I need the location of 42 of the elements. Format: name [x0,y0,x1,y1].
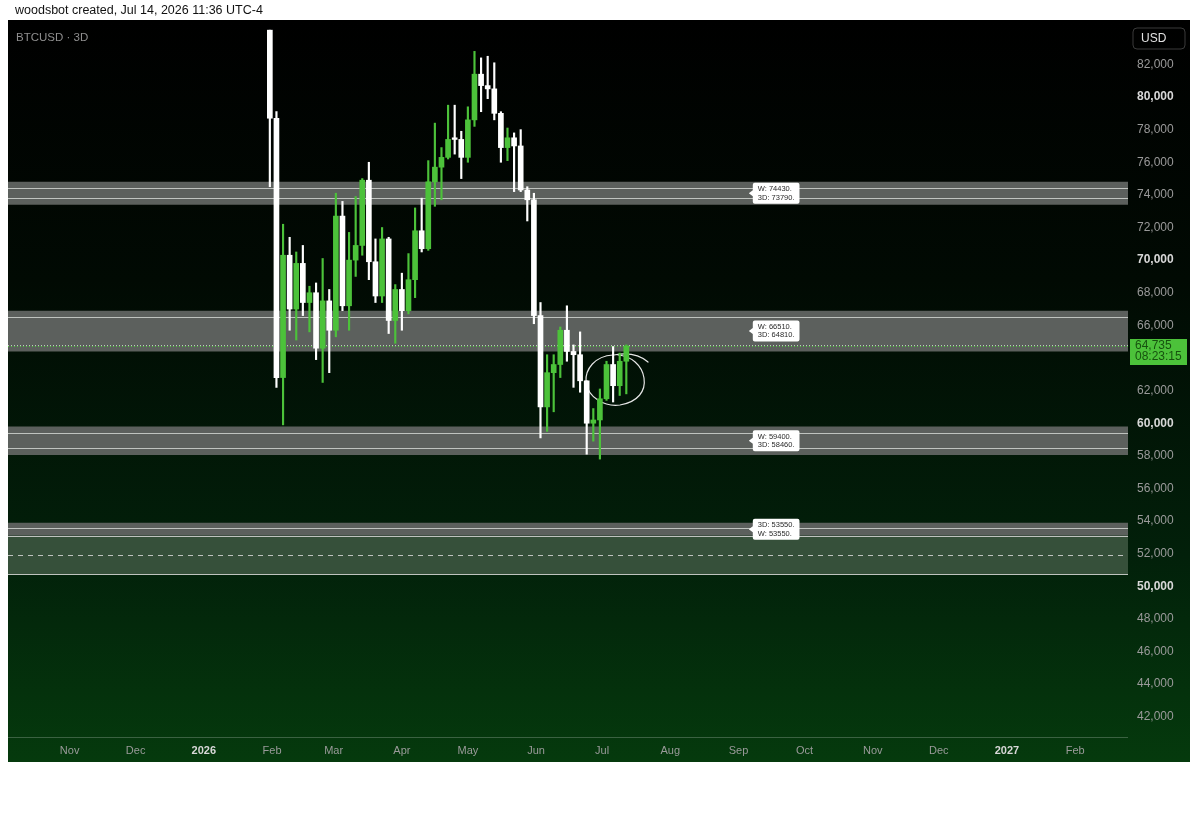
x-tick-label: 2027 [994,743,1020,756]
y-tick-label: 52,000 [1137,546,1175,561]
x-tick-label: 2026 [191,743,217,756]
x-tick-label: Aug [660,743,681,756]
y-tick-label: 48,000 [1137,611,1175,626]
y-tick-label: 62,000 [1137,382,1175,397]
x-tick-label: Apr [393,743,411,756]
y-tick-label: 46,000 [1137,643,1175,658]
text: woodsbot created, Jul 14, 2026 11:36 UTC-4 [14,3,263,18]
x-tick-label: Oct [795,743,814,756]
y-tick-label: 78,000 [1137,121,1175,136]
x-tick-label: Nov [862,743,884,756]
y-tick-label: 50,000 [1137,578,1175,593]
y-tick-label: 74,000 [1137,187,1175,202]
x-tick-label: Sep [728,743,749,756]
candlestick [306,285,313,333]
y-tick-label: 42,000 [1137,709,1175,724]
y-tick-label: 58,000 [1137,448,1175,463]
x-tick-label: Jun [527,743,545,756]
y-tick-label: 70,000 [1137,252,1175,267]
text: BTCUSD · 3D [16,31,89,44]
y-tick-label: 66,000 [1137,317,1175,332]
y-axis-title: USD [1141,31,1167,46]
x-tick-label: Mar [324,743,344,756]
x-tick-label: Jul [595,743,610,756]
x-tick-label: Dec [125,743,146,756]
y-tick-label: 72,000 [1137,219,1175,234]
y-tick-label: 68,000 [1137,285,1175,300]
y-tick-label: 82,000 [1137,56,1175,71]
y-tick-label: 60,000 [1137,415,1175,430]
y-tick-label: 44,000 [1137,676,1175,691]
y-tick-label: 80,000 [1137,89,1175,104]
y-tick-label: 76,000 [1137,154,1175,169]
x-tick-label: Feb [1065,743,1085,756]
candlestick [504,127,511,161]
ref-line-label: 64,735 08:23:15 [1135,337,1183,364]
x-tick-label: Dec [928,743,950,756]
y-tick-label: 56,000 [1137,480,1175,495]
y-tick-label: 54,000 [1137,513,1175,528]
x-tick-label: Feb [262,743,282,756]
x-tick-label: May [457,743,479,756]
x-tick-label: Nov [59,743,80,756]
